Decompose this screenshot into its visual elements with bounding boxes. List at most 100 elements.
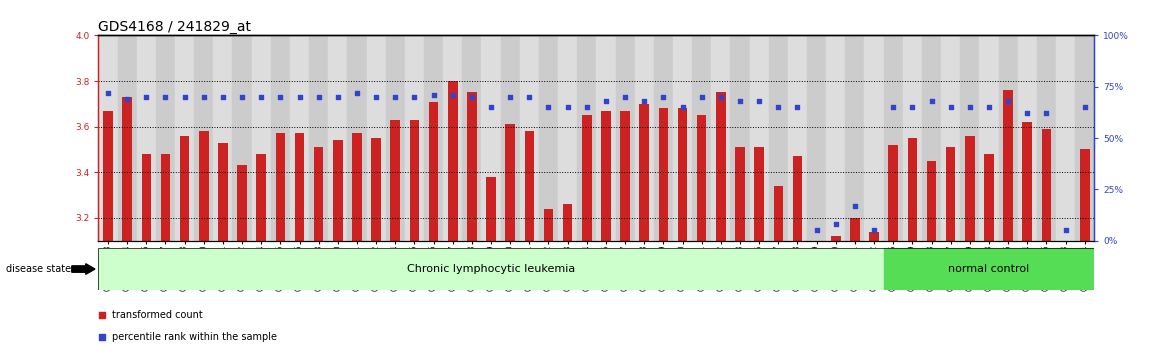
Point <box>347 90 366 96</box>
Bar <box>482 35 500 241</box>
Bar <box>735 147 745 241</box>
Bar <box>251 35 271 241</box>
Bar <box>390 120 400 241</box>
Bar <box>237 165 247 241</box>
Bar <box>271 35 290 241</box>
Bar <box>749 35 769 241</box>
Point <box>692 94 711 100</box>
Bar <box>295 133 305 241</box>
Point <box>1056 228 1075 233</box>
Bar <box>309 35 328 241</box>
Bar <box>965 136 975 241</box>
Bar <box>448 81 457 241</box>
Point <box>711 94 730 100</box>
Bar <box>410 120 419 241</box>
Bar <box>424 35 444 241</box>
Bar <box>137 35 156 241</box>
Bar <box>352 133 361 241</box>
Point <box>558 104 577 110</box>
Bar <box>850 218 859 241</box>
Bar <box>711 35 731 241</box>
Bar <box>769 35 787 241</box>
Bar <box>831 236 841 241</box>
Point <box>291 94 309 100</box>
Bar <box>774 186 783 241</box>
Point <box>294 0 313 4</box>
Bar <box>175 35 195 241</box>
Bar <box>276 133 285 241</box>
Bar <box>520 35 538 241</box>
Bar <box>179 136 190 241</box>
Bar <box>692 35 711 241</box>
Bar <box>314 147 323 241</box>
Bar <box>807 35 826 241</box>
Bar <box>654 35 673 241</box>
Bar <box>98 35 118 241</box>
Point <box>444 92 462 98</box>
Bar <box>386 35 405 241</box>
Point <box>673 104 691 110</box>
Bar <box>601 111 610 241</box>
Point <box>1018 110 1036 116</box>
Point <box>980 104 998 110</box>
Bar <box>195 35 213 241</box>
Point <box>769 104 787 110</box>
Bar <box>428 102 439 241</box>
Bar <box>596 35 616 241</box>
Point <box>405 94 424 100</box>
Bar <box>328 35 347 241</box>
Bar <box>941 35 960 241</box>
Point <box>865 228 884 233</box>
Point <box>252 94 271 100</box>
Text: percentile rank within the sample: percentile rank within the sample <box>112 332 277 342</box>
Bar <box>793 156 802 241</box>
Point <box>635 98 653 104</box>
Bar <box>213 35 233 241</box>
Bar <box>334 140 343 241</box>
Bar <box>444 35 462 241</box>
Point <box>233 94 251 100</box>
Bar <box>582 115 592 241</box>
Bar <box>888 145 897 241</box>
Point <box>367 94 386 100</box>
Bar <box>577 35 596 241</box>
Bar <box>826 35 845 241</box>
Point <box>960 104 979 110</box>
Point <box>482 104 500 110</box>
Bar <box>218 143 228 241</box>
Point <box>424 92 442 98</box>
Bar <box>544 209 554 241</box>
Text: disease state: disease state <box>6 264 71 274</box>
Bar <box>538 35 558 241</box>
Bar <box>980 35 998 241</box>
Point <box>616 94 635 100</box>
Text: normal control: normal control <box>948 264 1029 274</box>
Point <box>903 104 922 110</box>
Point <box>294 197 313 202</box>
Point <box>999 98 1018 104</box>
Point <box>98 90 117 96</box>
Bar <box>405 35 424 241</box>
Bar <box>1080 149 1090 241</box>
Point <box>462 94 481 100</box>
Bar <box>870 232 879 241</box>
Bar <box>367 35 386 241</box>
Bar <box>697 115 706 241</box>
Bar <box>467 92 477 241</box>
Bar <box>754 147 764 241</box>
Point <box>922 98 940 104</box>
Bar <box>908 138 917 241</box>
Bar <box>1036 35 1056 241</box>
Point <box>596 98 615 104</box>
Point <box>271 94 290 100</box>
Bar <box>233 35 251 241</box>
Bar <box>118 35 137 241</box>
Point <box>750 98 769 104</box>
Bar <box>1003 90 1013 241</box>
Bar <box>984 154 994 241</box>
Bar <box>1042 129 1051 241</box>
Bar <box>123 97 132 241</box>
Bar <box>486 177 496 241</box>
Point <box>731 98 749 104</box>
Bar <box>845 35 865 241</box>
